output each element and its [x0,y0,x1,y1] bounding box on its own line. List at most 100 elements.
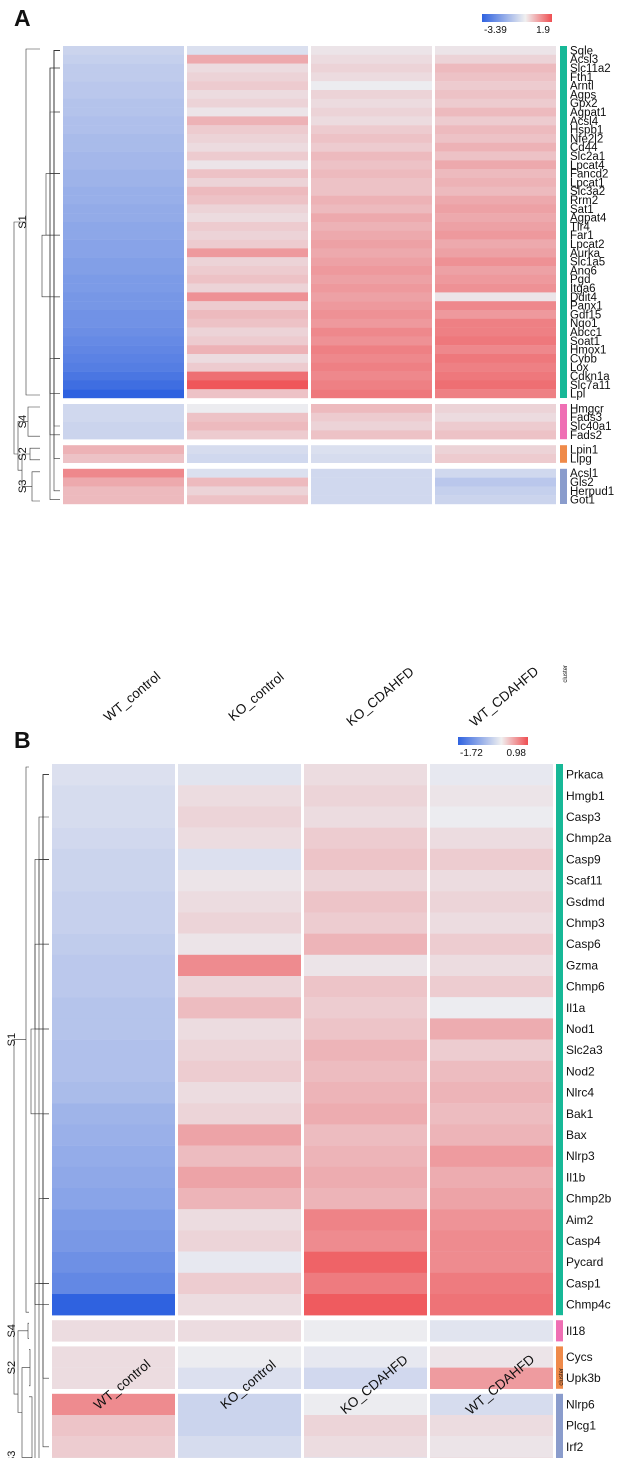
row-label: Il1a [566,1001,586,1015]
heatmap-cell [52,1272,175,1295]
legend-min-label: -3.39 [484,25,507,36]
heatmap-cell [52,1188,175,1210]
heatmap-cell [311,72,432,82]
cluster-label: S4 [6,1324,18,1337]
heatmap-cell [435,63,556,73]
heatmap-cell [63,239,184,249]
heatmap-cell [430,933,553,955]
heatmap-cell [430,1209,553,1231]
heatmap-cell [304,1436,427,1458]
row-label: Aim2 [566,1213,594,1227]
row-label: Fads2 [570,430,602,442]
heatmap-cell [430,1188,553,1210]
heatmap-cell [187,389,308,399]
heatmap-cell [187,72,308,82]
heatmap-cell [435,292,556,302]
heatmap-cell [187,354,308,363]
heatmap-cell [304,976,427,998]
row-label: Lpin1 [570,445,598,457]
heatmap-cell [435,345,556,355]
dendrogram-branch [34,1283,49,1305]
cluster-annotation-bar [556,1346,563,1389]
heatmap-cell [178,1251,301,1273]
heatmap-cell [430,1166,553,1189]
heatmap-cell [311,98,432,108]
heatmap-cell [311,354,432,363]
row-label: Irf2 [566,1440,584,1454]
heatmap-cell [304,1415,427,1437]
row-label: Hmox1 [570,345,606,357]
heatmap-cell [430,976,553,998]
heatmap-cell [178,1039,301,1061]
heatmap-cell [430,1082,553,1104]
row-label: Plcg1 [566,1419,596,1433]
heatmap-cell [435,362,556,372]
heatmap-cell [187,404,308,413]
heatmap-cell [304,1209,427,1231]
heatmap-cell [63,380,184,390]
heatmap-cell [435,283,556,293]
heatmap-cell [63,389,184,399]
heatmap-cell [178,997,301,1019]
row-label: Fth1 [570,72,593,84]
heatmap-cell [178,1124,301,1146]
heatmap-cell [63,477,184,487]
heatmap-cell [435,477,556,487]
row-label: Chmp3 [566,916,605,930]
annotation-title: cluster [563,665,569,683]
row-label: Il1b [566,1170,586,1184]
heatmap-cell [178,785,301,807]
column-label: KO_control [225,669,286,724]
row-label: Lpcat2 [570,239,605,251]
heatmap-cell [63,283,184,293]
row-label: Gls2 [570,477,594,489]
heatmap-cell [435,125,556,135]
row-label: Bax [566,1128,587,1142]
row-label: Scaf11 [566,874,603,888]
heatmap-cell [311,239,432,249]
dendrogram-branch [17,1330,28,1413]
heatmap-cell [430,827,553,849]
heatmap-cell [311,178,432,187]
heatmap-cell [52,1393,175,1416]
heatmap-cell [311,151,432,161]
heatmap-cell [304,1018,427,1040]
heatmap-cell [430,870,553,892]
heatmap-cell [311,283,432,293]
heatmap-cell [435,421,556,431]
heatmap-cell [187,63,308,73]
heatmap-cell [52,976,175,998]
heatmap-cell [304,1082,427,1104]
heatmap-cell [187,327,308,337]
heatmap-cell [435,239,556,249]
row-label: Cybb [570,353,597,365]
heatmap-cell [311,310,432,319]
row-label: Slc3a2 [570,186,605,198]
heatmap-cell [304,1188,427,1210]
heatmap-cell [311,301,432,311]
dendrogram-branch [34,943,49,1030]
heatmap-cell [187,248,308,258]
dendrogram-branch [34,859,49,1458]
heatmap-cell [435,354,556,363]
heatmap-cell [178,1018,301,1040]
heatmap-cell [435,213,556,223]
heatmap-cell [430,1103,553,1125]
heatmap-cell [63,486,184,496]
heatmap-cell [304,764,427,786]
row-label: Hspb1 [570,125,603,137]
heatmap-cell [178,1060,301,1083]
cluster-annotation-bar [560,445,567,463]
heatmap-cell [63,371,184,381]
heatmap-cell [435,430,556,440]
row-label: Got1 [570,495,595,507]
heatmap-cell [435,266,556,275]
heatmap-cell [178,848,301,871]
heatmap-cell [178,764,301,786]
heatmap-cell [311,160,432,170]
heatmap-cell [311,204,432,214]
heatmap-cell [435,454,556,463]
heatmap-cell [430,848,553,871]
heatmap-cell [430,1294,553,1316]
